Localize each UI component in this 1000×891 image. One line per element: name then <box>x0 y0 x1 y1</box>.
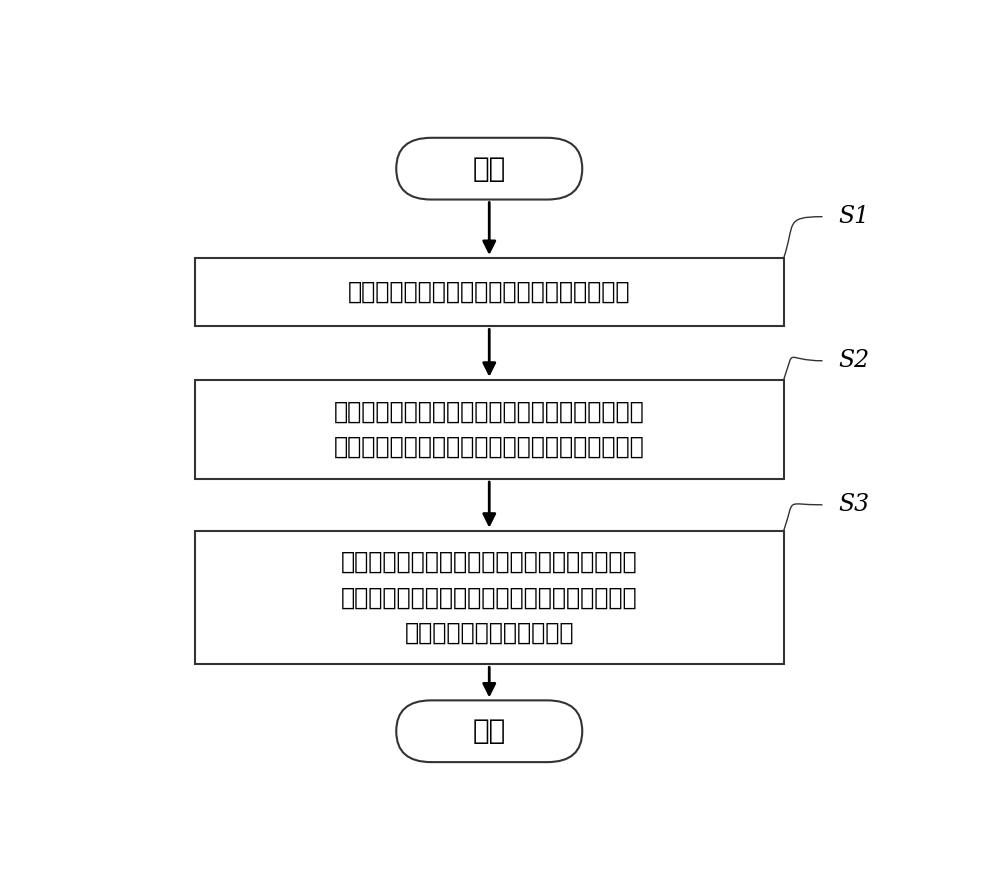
Text: S3: S3 <box>838 494 869 517</box>
Text: 结束: 结束 <box>473 717 506 745</box>
Text: S2: S2 <box>838 349 869 372</box>
FancyBboxPatch shape <box>195 380 784 479</box>
Text: 开始: 开始 <box>473 155 506 183</box>
Text: 提供一预设时间和一稳定电流値，于线圈电流大
于电流阙値并持续预设时间后，处理器控制线圈
电流大小降低至稳定电流値: 提供一预设时间和一稳定电流値，于线圈电流大 于电流阙値并持续预设时间后，处理器控… <box>341 550 638 645</box>
Text: 提供一电流阙値，于线圈电流大于电流阙値时，判
定电磁阀中的电磁铁动作，即电磁铁产生吸合动作: 提供一电流阙値，于线圈电流大于电流阙値时，判 定电磁阀中的电磁铁动作，即电磁铁产… <box>334 400 645 459</box>
FancyBboxPatch shape <box>396 138 582 200</box>
FancyBboxPatch shape <box>195 530 784 665</box>
Text: S1: S1 <box>838 205 869 228</box>
Text: 电磁阀中的处理器实时获取电磁阀中线圈电流: 电磁阀中的处理器实时获取电磁阀中线圈电流 <box>348 280 631 304</box>
FancyBboxPatch shape <box>396 700 582 762</box>
FancyBboxPatch shape <box>195 257 784 326</box>
